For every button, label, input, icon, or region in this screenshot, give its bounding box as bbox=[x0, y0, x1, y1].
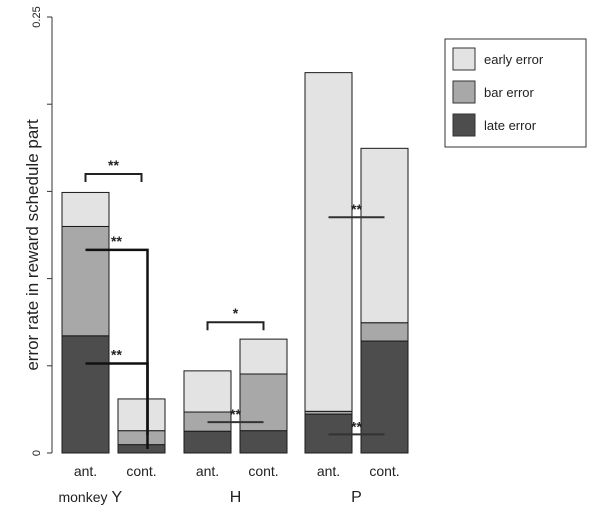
bar-segment-bar bbox=[360, 322, 409, 342]
bar-segment-late bbox=[239, 430, 288, 454]
significance-text: ** bbox=[351, 201, 362, 217]
bar-segment-bar bbox=[117, 430, 166, 446]
significance-marker: * bbox=[206, 305, 265, 331]
bar-segment-early bbox=[304, 72, 353, 412]
category-label: cont. bbox=[369, 463, 399, 479]
bar-segment-early bbox=[117, 398, 166, 432]
significance-bracket bbox=[84, 172, 143, 182]
bars bbox=[61, 72, 409, 454]
category-label: ant. bbox=[74, 463, 97, 479]
legend-item: bar error bbox=[452, 80, 535, 104]
y-axis-label: error rate in reward schedule part bbox=[23, 119, 42, 371]
category-label: cont. bbox=[248, 463, 278, 479]
category-label: ant. bbox=[317, 463, 340, 479]
category-label: cont. bbox=[126, 463, 156, 479]
group-prefix-label: monkey bbox=[58, 489, 107, 505]
significance-text: ** bbox=[111, 233, 122, 249]
legend-swatch bbox=[452, 47, 476, 71]
category-label: ant. bbox=[196, 463, 219, 479]
y-axis: 00.25 bbox=[31, 6, 53, 456]
legend-label: bar error bbox=[484, 85, 535, 100]
significance-text: ** bbox=[111, 347, 122, 363]
significance-step-line bbox=[85, 362, 149, 449]
legend-swatch bbox=[452, 113, 476, 137]
bar-segment-bar bbox=[61, 225, 110, 337]
stacked-bar bbox=[239, 338, 288, 454]
stacked-bar bbox=[117, 398, 166, 454]
bar-segment-early bbox=[61, 191, 110, 227]
y-tick-label: 0 bbox=[31, 450, 43, 456]
significance-text: * bbox=[233, 305, 239, 321]
legend-label: early error bbox=[484, 52, 544, 67]
significance-annotations: ************* bbox=[84, 157, 385, 449]
legend: early error bar error late error bbox=[444, 38, 587, 148]
stacked-bar bbox=[183, 370, 232, 454]
legend-label: late error bbox=[484, 118, 537, 133]
stacked-bar bbox=[304, 72, 353, 454]
y-tick-label: 0.25 bbox=[31, 6, 43, 27]
significance-text: ** bbox=[351, 418, 362, 434]
significance-bracket bbox=[206, 321, 265, 331]
group-label: P bbox=[351, 489, 362, 506]
bar-segment-late bbox=[61, 335, 110, 454]
bar-segment-late bbox=[360, 340, 409, 454]
legend-swatch bbox=[452, 80, 476, 104]
group-label: H bbox=[230, 489, 242, 506]
legend-item: early error bbox=[452, 47, 544, 71]
significance-marker: ** bbox=[328, 418, 385, 436]
significance-text: ** bbox=[108, 157, 119, 173]
bar-segment-late bbox=[117, 444, 166, 454]
significance-marker: ** bbox=[85, 347, 149, 449]
significance-marker: ** bbox=[84, 157, 143, 182]
bar-segment-early bbox=[360, 147, 409, 324]
legend-item: late error bbox=[452, 113, 537, 137]
category-labels: ant. cont. ant. cont. ant. cont. monkey Y H P bbox=[58, 463, 399, 506]
group-label: Y bbox=[112, 489, 123, 506]
bar-segment-early bbox=[239, 338, 288, 375]
stacked-bar bbox=[360, 147, 409, 454]
bar-segment-late bbox=[183, 430, 232, 454]
stacked-bar bbox=[61, 191, 110, 454]
significance-marker: ** bbox=[328, 201, 385, 219]
significance-marker: ** bbox=[207, 406, 264, 424]
significance-text: ** bbox=[230, 406, 241, 422]
bar-segment-early bbox=[183, 370, 232, 413]
